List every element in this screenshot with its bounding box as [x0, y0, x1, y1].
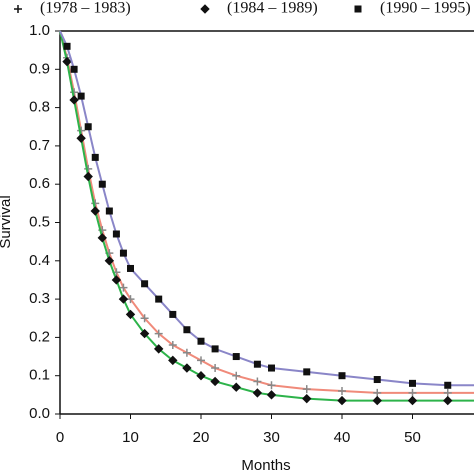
marker	[105, 207, 113, 215]
marker	[211, 364, 220, 373]
marker	[197, 356, 205, 365]
y-tick-label: 0.2	[29, 328, 50, 345]
marker	[84, 123, 92, 131]
marker	[63, 42, 71, 50]
marker	[77, 92, 85, 100]
marker	[444, 381, 452, 389]
marker	[231, 382, 241, 392]
x-tick-label: 50	[404, 429, 421, 446]
marker	[266, 390, 277, 400]
legend-label: (1990 – 1995)	[380, 0, 471, 17]
x-tick-label: 20	[193, 429, 210, 446]
marker	[338, 387, 346, 396]
x-tick-label: 40	[334, 429, 351, 446]
marker	[197, 337, 205, 345]
marker	[372, 395, 382, 406]
y-tick-label: 0.5	[29, 213, 50, 230]
legend-marker	[14, 5, 22, 13]
marker	[182, 363, 192, 373]
marker	[182, 348, 191, 357]
marker	[91, 153, 99, 161]
series-line	[59, 30, 474, 387]
marker	[83, 171, 93, 182]
marker	[76, 133, 86, 143]
legend-label: (1984 – 1989)	[227, 0, 318, 17]
y-tick-label: 0.1	[29, 367, 50, 384]
marker	[302, 393, 312, 404]
y-tick-label: 0.7	[29, 137, 50, 154]
marker	[70, 65, 78, 73]
marker	[253, 360, 261, 368]
y-tick-label: 0.8	[29, 99, 50, 116]
marker	[90, 206, 100, 216]
x-tick-label: 10	[122, 429, 139, 446]
marker	[140, 314, 149, 323]
marker	[111, 275, 122, 285]
marker	[211, 345, 219, 353]
marker	[210, 376, 220, 387]
marker	[98, 180, 106, 188]
marker	[183, 326, 191, 334]
y-tick-label: 0.0	[29, 405, 50, 422]
y-tick-label: 0.4	[29, 252, 50, 269]
marker	[97, 233, 108, 243]
y-tick-label: 0.9	[29, 60, 50, 77]
marker	[443, 395, 453, 406]
marker	[232, 353, 240, 361]
marker	[408, 388, 417, 397]
marker	[302, 385, 311, 394]
marker	[443, 388, 452, 397]
x-tick-label: 0	[56, 429, 64, 446]
marker	[91, 199, 100, 208]
y-axis-label: Survival	[0, 195, 14, 248]
marker	[62, 56, 72, 67]
marker	[253, 377, 262, 386]
marker	[127, 264, 134, 272]
marker	[153, 344, 164, 354]
marker	[407, 395, 418, 406]
marker	[303, 368, 311, 376]
marker	[267, 381, 276, 390]
y-tick-label: 0.3	[29, 290, 50, 307]
marker	[119, 249, 127, 257]
marker	[373, 376, 381, 384]
marker	[338, 372, 346, 380]
x-axis-label: Months	[241, 457, 290, 474]
marker	[168, 355, 178, 366]
marker	[112, 230, 120, 238]
marker	[169, 310, 177, 318]
marker	[154, 329, 163, 338]
legend-marker	[354, 5, 362, 13]
marker	[268, 364, 275, 372]
marker	[155, 295, 163, 303]
x-tick-label: 30	[263, 429, 280, 446]
marker	[409, 379, 416, 387]
marker	[104, 256, 115, 266]
y-tick-label: 0.6	[29, 175, 50, 192]
legend-marker	[200, 4, 210, 14]
series-line	[59, 30, 474, 402]
y-tick-label: 1.0	[29, 22, 50, 39]
marker	[139, 328, 150, 339]
marker	[168, 341, 177, 350]
marker	[196, 370, 206, 381]
legend-label: (1978 – 1983)	[40, 0, 131, 17]
marker	[125, 309, 136, 320]
series-line	[59, 30, 474, 394]
marker	[252, 388, 263, 398]
marker	[373, 388, 382, 397]
marker	[337, 395, 347, 406]
marker	[69, 95, 79, 105]
marker	[118, 294, 129, 304]
marker	[232, 371, 241, 380]
marker	[141, 280, 149, 288]
marker	[119, 283, 128, 292]
